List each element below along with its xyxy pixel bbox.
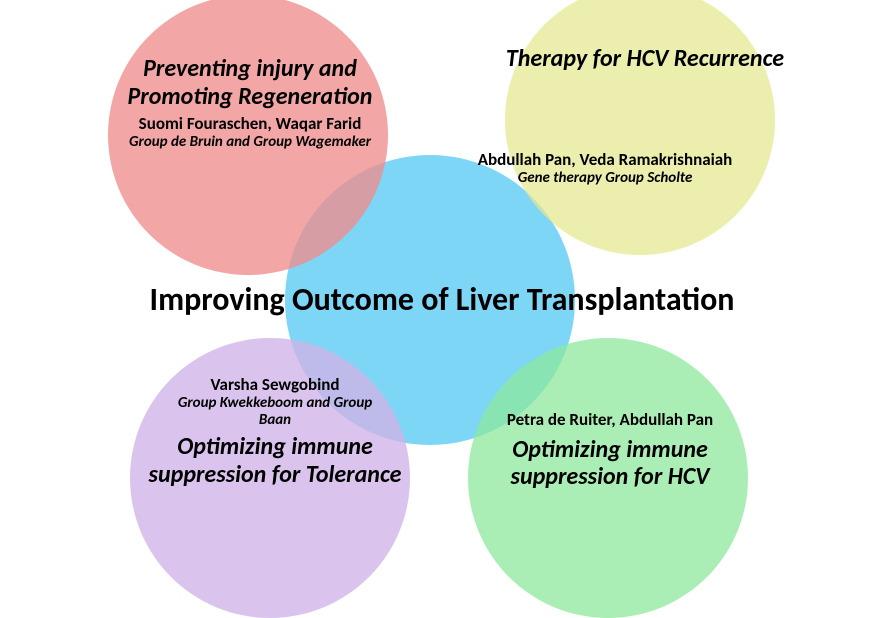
people-top-left: Suomi Fouraschen, Waqar Farid	[100, 114, 400, 134]
topic-top-left: Preventing injury and Promoting Regenera…	[100, 55, 400, 110]
people-top-right: Abdullah Pan, Veda Ramakrishnaiah	[440, 150, 770, 170]
block-bottom-right: Petra de Ruiter, Abdullah Pan Optimizing…	[460, 410, 760, 491]
people-bottom-left: Varsha Sewgobind	[140, 375, 410, 395]
center-title: Improving Outcome of Liver Transplantati…	[62, 280, 822, 319]
block-top-right-topic: Therapy for HCV Recurrence	[500, 45, 790, 73]
group-bottom-left: Group Kwekkeboom and Group Baan	[175, 395, 375, 430]
block-bottom-left: Varsha Sewgobind Group Kwekkeboom and Gr…	[140, 375, 410, 488]
group-top-right: Gene therapy Group Scholte	[440, 170, 770, 187]
diagram-stage: Preventing injury and Promoting Regenera…	[0, 0, 884, 618]
circle-top-right	[505, 0, 775, 255]
topic-bottom-left: Optimizing immune suppression for Tolera…	[140, 433, 410, 488]
topic-top-right: Therapy for HCV Recurrence	[500, 45, 790, 73]
people-bottom-right: Petra de Ruiter, Abdullah Pan	[460, 410, 760, 430]
topic-bottom-right: Optimizing immune suppression for HCV	[460, 436, 760, 491]
block-top-right-sub: Abdullah Pan, Veda Ramakrishnaiah Gene t…	[440, 150, 770, 187]
group-top-left: Group de Bruin and Group Wagemaker	[100, 134, 400, 151]
block-top-left: Preventing injury and Promoting Regenera…	[100, 55, 400, 151]
